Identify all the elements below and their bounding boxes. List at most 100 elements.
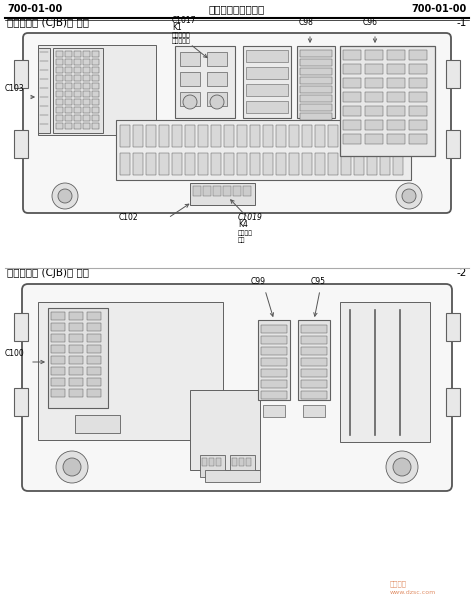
- Bar: [354, 125, 364, 147]
- Bar: [250, 125, 260, 147]
- FancyBboxPatch shape: [22, 284, 452, 491]
- Bar: [38, 45, 156, 135]
- Bar: [56, 123, 63, 129]
- Text: K1: K1: [172, 23, 182, 32]
- Bar: [387, 106, 405, 116]
- Text: 除雾洗电器: 除雾洗电器: [172, 39, 191, 44]
- Bar: [56, 115, 63, 121]
- Bar: [92, 51, 99, 57]
- Bar: [300, 113, 332, 120]
- Bar: [300, 86, 332, 93]
- Bar: [446, 388, 460, 416]
- Text: C103: C103: [5, 84, 25, 93]
- Bar: [300, 59, 332, 66]
- Bar: [74, 83, 81, 89]
- Bar: [74, 67, 81, 73]
- Bar: [289, 125, 299, 147]
- Bar: [393, 125, 403, 147]
- Bar: [365, 50, 383, 60]
- Bar: [65, 75, 72, 81]
- Bar: [87, 356, 101, 364]
- Bar: [224, 153, 234, 175]
- Bar: [92, 115, 99, 121]
- Text: -2: -2: [456, 268, 467, 278]
- Bar: [239, 458, 244, 466]
- Bar: [354, 153, 364, 175]
- Text: 燃油泵洗: 燃油泵洗: [238, 230, 253, 236]
- Bar: [213, 186, 221, 196]
- Bar: [116, 120, 411, 180]
- Bar: [83, 75, 90, 81]
- Text: www.dzsc.com: www.dzsc.com: [390, 590, 436, 595]
- Bar: [301, 358, 327, 366]
- Bar: [56, 83, 63, 89]
- Circle shape: [52, 183, 78, 209]
- Bar: [180, 72, 200, 86]
- Bar: [303, 405, 325, 417]
- Bar: [65, 59, 72, 65]
- Text: 中央连接盒 (CJB)， 后方: 中央连接盒 (CJB)， 后方: [7, 268, 89, 278]
- Bar: [343, 92, 361, 102]
- Bar: [180, 92, 200, 106]
- Bar: [51, 367, 65, 375]
- Bar: [341, 153, 351, 175]
- Bar: [315, 125, 325, 147]
- Circle shape: [210, 95, 224, 109]
- Bar: [159, 153, 169, 175]
- Bar: [83, 115, 90, 121]
- Bar: [230, 455, 255, 477]
- Bar: [263, 405, 285, 417]
- Bar: [446, 60, 460, 88]
- Bar: [380, 153, 390, 175]
- Bar: [51, 345, 65, 353]
- Text: 后门风电路: 后门风电路: [172, 32, 191, 38]
- Bar: [83, 107, 90, 113]
- Bar: [261, 369, 287, 377]
- Bar: [92, 75, 99, 81]
- Bar: [53, 48, 103, 133]
- Text: -1: -1: [456, 18, 467, 28]
- Bar: [75, 415, 120, 433]
- Bar: [74, 59, 81, 65]
- Bar: [341, 125, 351, 147]
- Bar: [343, 64, 361, 74]
- Bar: [365, 92, 383, 102]
- Bar: [65, 83, 72, 89]
- Bar: [237, 125, 247, 147]
- Bar: [300, 50, 332, 57]
- Bar: [387, 120, 405, 130]
- Bar: [200, 455, 225, 477]
- Bar: [246, 458, 251, 466]
- Bar: [340, 46, 435, 156]
- Bar: [65, 91, 72, 97]
- Text: 中央接线盒 (CJB)， 顶端: 中央接线盒 (CJB)， 顶端: [7, 18, 89, 28]
- Bar: [365, 120, 383, 130]
- Bar: [246, 50, 288, 62]
- Bar: [409, 120, 427, 130]
- Bar: [365, 106, 383, 116]
- Bar: [387, 50, 405, 60]
- Bar: [202, 458, 207, 466]
- Bar: [300, 68, 332, 75]
- Bar: [51, 334, 65, 342]
- Bar: [237, 153, 247, 175]
- Text: K4: K4: [238, 220, 248, 229]
- Bar: [198, 125, 208, 147]
- Bar: [175, 46, 235, 118]
- Bar: [69, 334, 83, 342]
- Bar: [301, 369, 327, 377]
- Bar: [69, 323, 83, 331]
- Bar: [340, 302, 430, 442]
- Bar: [387, 134, 405, 144]
- Circle shape: [63, 458, 81, 476]
- Text: C102: C102: [118, 213, 138, 222]
- Text: 保险丝和继电器信息: 保险丝和继电器信息: [209, 4, 265, 14]
- Bar: [65, 67, 72, 73]
- Bar: [14, 313, 28, 341]
- Bar: [409, 50, 427, 60]
- Bar: [133, 125, 143, 147]
- Bar: [14, 60, 28, 88]
- Bar: [243, 186, 251, 196]
- Bar: [74, 107, 81, 113]
- Bar: [343, 106, 361, 116]
